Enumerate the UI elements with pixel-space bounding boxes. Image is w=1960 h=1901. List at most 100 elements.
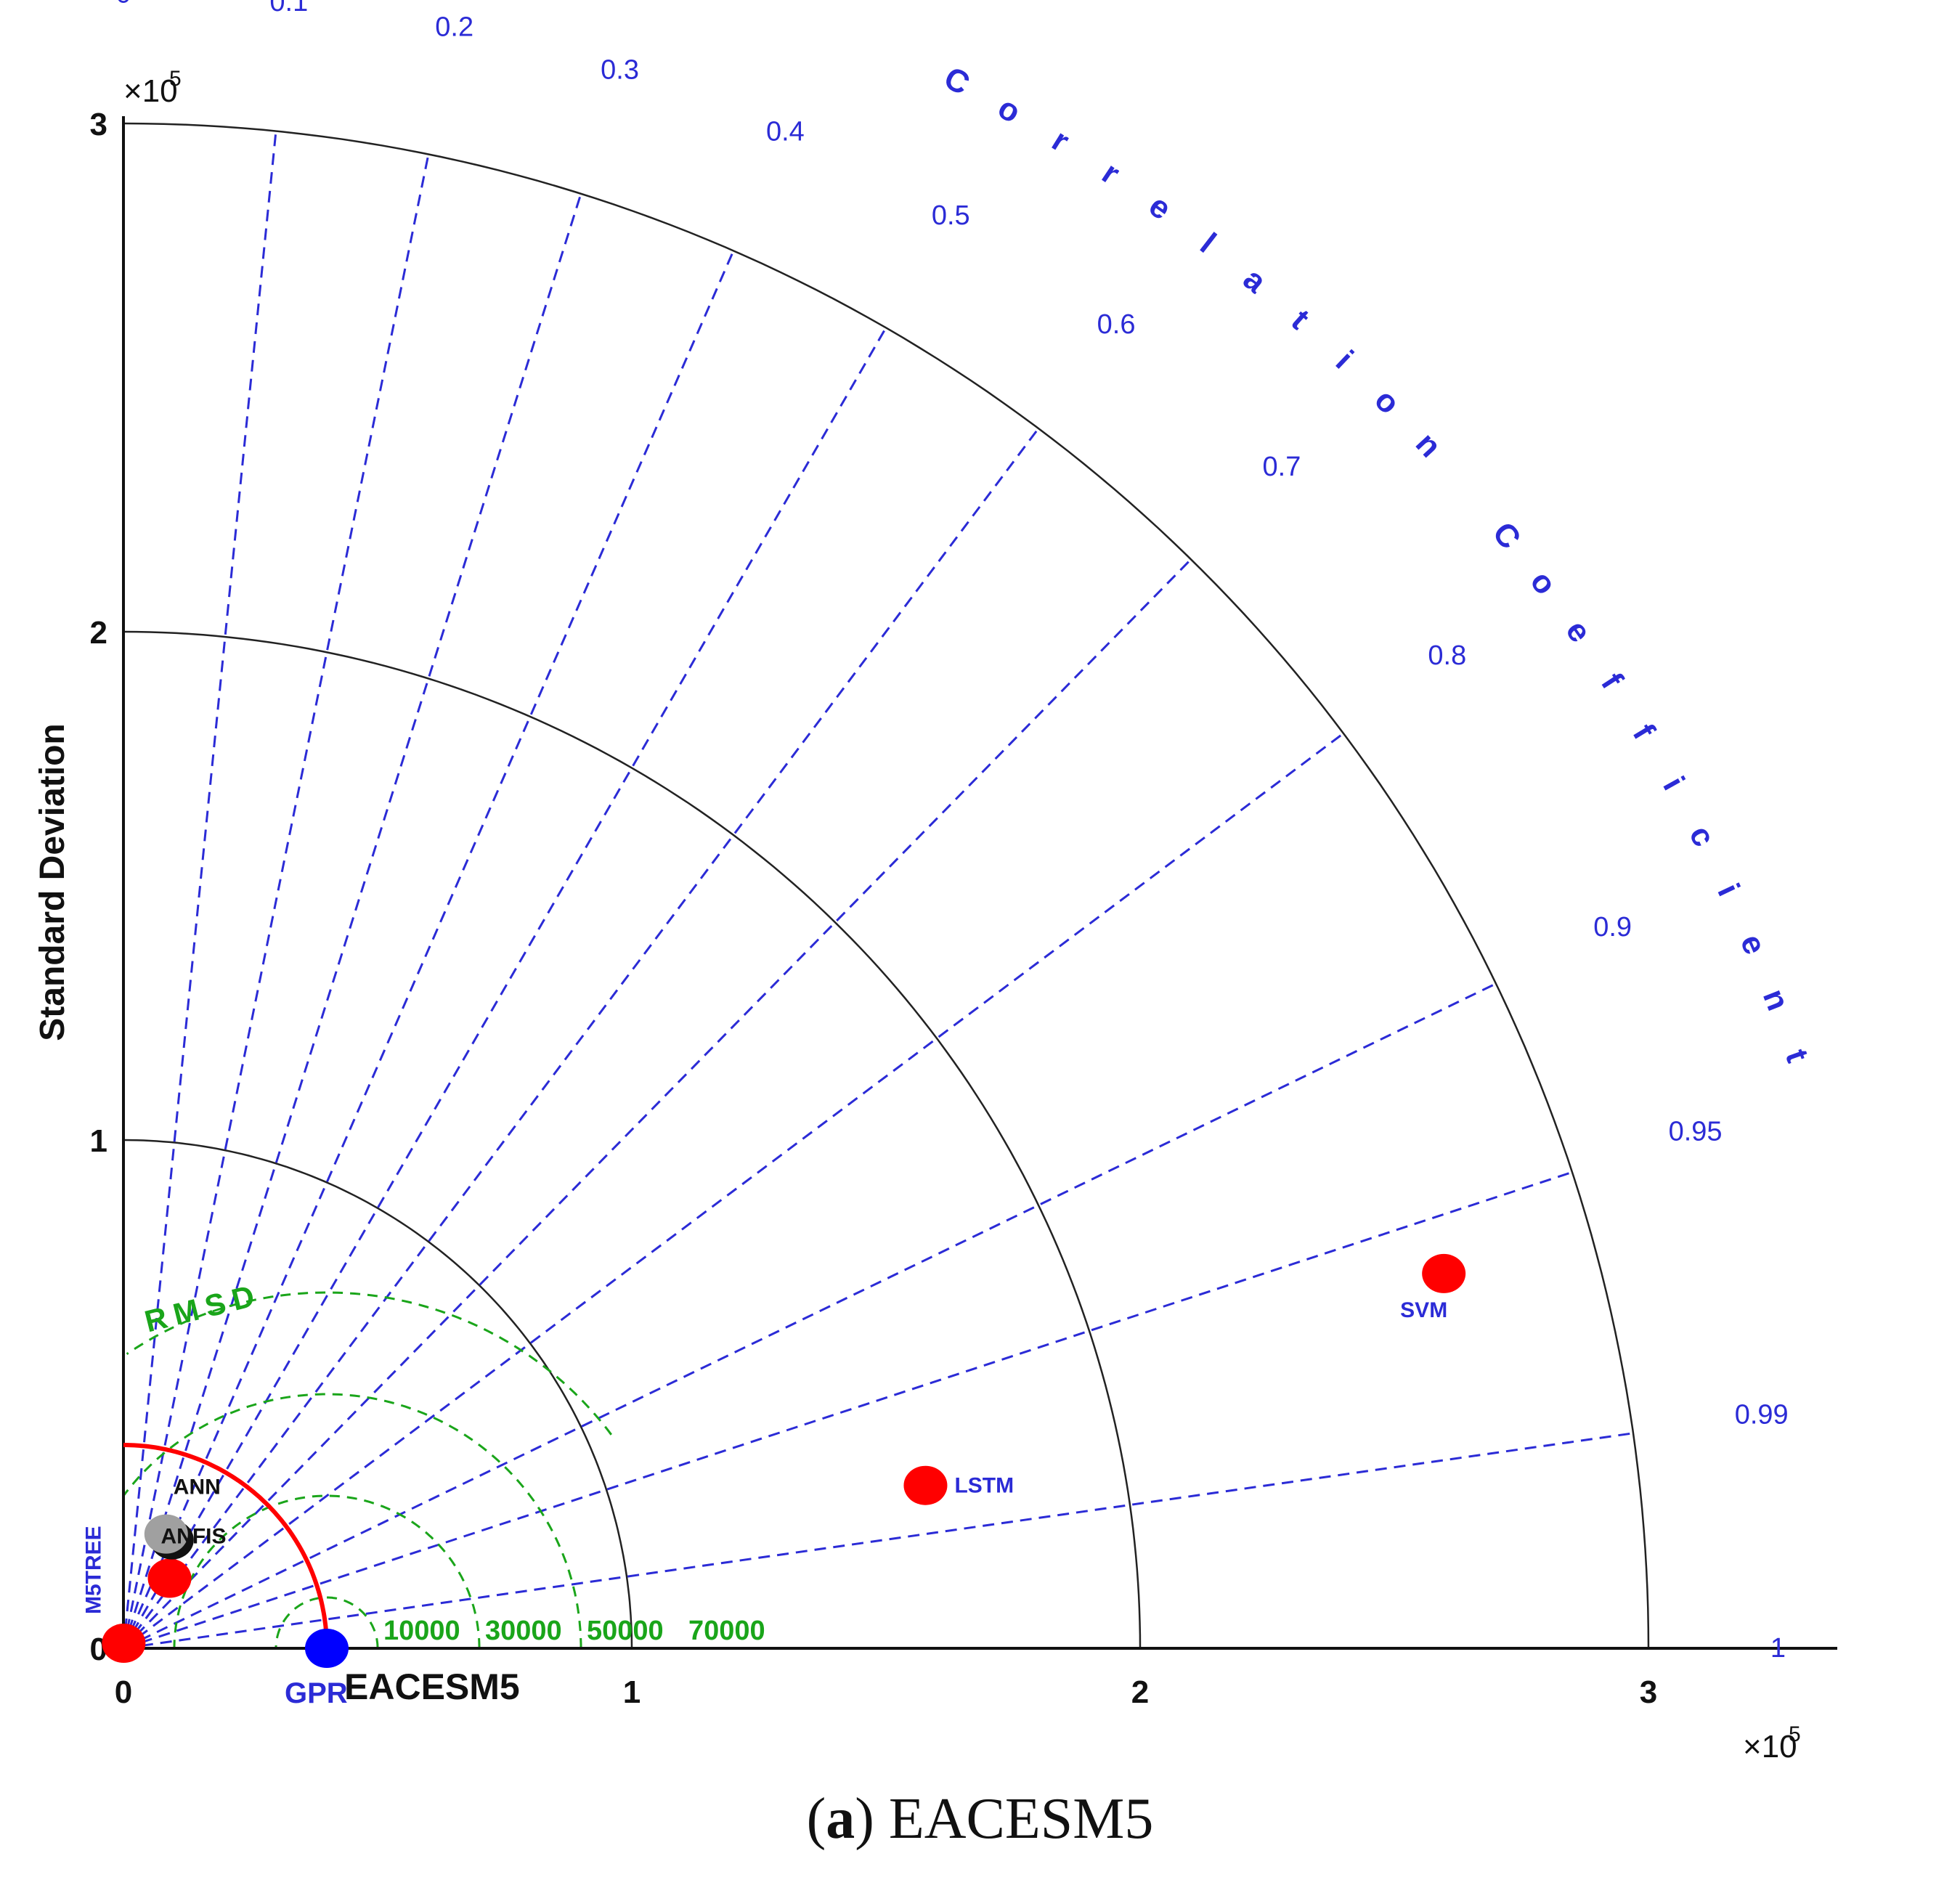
correlation-tick-label: 0.1 bbox=[269, 0, 308, 17]
model-point bbox=[305, 1629, 349, 1668]
model-label: ANN bbox=[174, 1475, 221, 1499]
model-label: LSTM bbox=[954, 1474, 1014, 1498]
correlation-title-char: o bbox=[992, 90, 1027, 131]
std-arc bbox=[123, 122, 1650, 1649]
model-points bbox=[102, 1253, 1466, 1668]
model-point bbox=[147, 1558, 192, 1598]
reference-label: EACESM5 bbox=[344, 1666, 520, 1707]
correlation-line bbox=[137, 732, 1344, 1639]
correlation-tick-label: 0.5 bbox=[932, 200, 970, 231]
x-scale-exponent: 5 bbox=[1789, 1722, 1801, 1746]
correlation-line bbox=[129, 250, 735, 1632]
correlation-line bbox=[128, 193, 582, 1632]
correlation-title-char: i bbox=[1329, 343, 1360, 375]
correlation-title-char: o bbox=[1367, 382, 1407, 421]
model-label: M5TREE bbox=[81, 1526, 105, 1614]
correlation-tick-label: 0.9 bbox=[1593, 912, 1632, 943]
caption-open: ( bbox=[806, 1787, 826, 1851]
y-scale-base: ×10 bbox=[123, 73, 178, 109]
rmsd-contour-label: 30000 bbox=[485, 1616, 562, 1646]
model-label: GPR bbox=[285, 1677, 348, 1709]
correlation-title-char: i bbox=[1656, 771, 1691, 797]
correlation-title-char: i bbox=[1710, 879, 1746, 902]
correlation-tick-label: 0.99 bbox=[1735, 1400, 1789, 1430]
taylor-diagram: 0 0 1 1 2 2 3 3 0 0.1 0.2 0.3 0.4 0.5 0.6 0.7 0.8 0.9 0.9… bbox=[33, 0, 1837, 1764]
rmsd-contour bbox=[126, 1291, 612, 1436]
correlation-title-char: C bbox=[938, 60, 975, 102]
rmsd-contour-label: 70000 bbox=[688, 1616, 765, 1646]
x-tick-label: 2 bbox=[1131, 1674, 1149, 1710]
correlation-tick-label: 0.95 bbox=[1669, 1117, 1723, 1147]
std-arcs bbox=[123, 122, 1650, 1649]
model-point bbox=[903, 1465, 948, 1505]
model-point bbox=[144, 1514, 188, 1554]
correlation-line bbox=[141, 1432, 1634, 1647]
y-scale-exponent: 5 bbox=[169, 67, 182, 91]
correlation-title-char: e bbox=[1558, 614, 1598, 648]
caption-text: EACESM5 bbox=[874, 1787, 1154, 1851]
reference-arc bbox=[123, 1443, 329, 1648]
correlation-tick-label: 0.2 bbox=[435, 12, 473, 43]
correlation-title-char: n bbox=[1756, 984, 1796, 1015]
model-label: SVM bbox=[1400, 1298, 1447, 1322]
caption-close: ) bbox=[855, 1787, 874, 1851]
model-point bbox=[1422, 1253, 1466, 1293]
x-tick-label: 0 bbox=[115, 1674, 132, 1710]
reference-std-arc bbox=[123, 1443, 329, 1648]
x-scale-base: ×10 bbox=[1743, 1729, 1797, 1764]
model-label: ANFIS bbox=[161, 1525, 227, 1549]
correlation-tick-label: 0.3 bbox=[601, 54, 639, 85]
correlation-title-char: e bbox=[1142, 187, 1177, 227]
y-tick-label: 3 bbox=[90, 107, 107, 142]
rmsd-contour-label: 10000 bbox=[383, 1616, 460, 1646]
rmsd-contours bbox=[122, 1291, 612, 1648]
correlation-title-char: t bbox=[1285, 303, 1317, 337]
correlation-line bbox=[135, 558, 1192, 1637]
y-tick-label: 1 bbox=[90, 1123, 107, 1159]
correlation-tick-label: 0.4 bbox=[766, 117, 805, 147]
correlation-title-char: f bbox=[1594, 667, 1630, 695]
rmsd-contour bbox=[122, 1393, 582, 1648]
correlation-tick-label: 1 bbox=[1770, 1633, 1786, 1664]
correlation-title-char: r bbox=[1096, 155, 1126, 191]
x-tick-label: 3 bbox=[1640, 1674, 1657, 1710]
correlation-title-char: c bbox=[1682, 820, 1722, 852]
y-axis-title: Standard Deviation bbox=[33, 723, 72, 1041]
x-scale-label: ×10 5 bbox=[1743, 1722, 1801, 1764]
correlation-title-char: C bbox=[1486, 516, 1528, 555]
correlation-line bbox=[131, 327, 887, 1633]
correlation-tick-label: 0.8 bbox=[1428, 640, 1466, 671]
correlation-title-char: l bbox=[1194, 227, 1223, 260]
correlation-title-char: o bbox=[1524, 564, 1563, 601]
model-point bbox=[102, 1624, 146, 1664]
correlation-title-char: f bbox=[1626, 718, 1662, 746]
y-scale-label: ×10 5 bbox=[123, 67, 182, 109]
y-tick-label: 2 bbox=[90, 615, 107, 651]
rmsd-contour bbox=[173, 1494, 481, 1648]
correlation-line bbox=[126, 154, 430, 1631]
rmsd-contour bbox=[275, 1596, 379, 1648]
model-labels: M5TREE ANFIS ANN GPR LSTM SVM bbox=[81, 1298, 1447, 1709]
correlation-tick-label: 0.7 bbox=[1263, 452, 1301, 482]
rmsd-contour-label: 50000 bbox=[587, 1616, 664, 1646]
correlation-line bbox=[133, 428, 1040, 1635]
correlation-line bbox=[139, 982, 1497, 1642]
correlation-title-char: e bbox=[1733, 929, 1773, 960]
caption-letter: a bbox=[826, 1787, 855, 1851]
correlation-tick-label: 0.6 bbox=[1097, 309, 1136, 340]
std-arc bbox=[123, 1139, 633, 1649]
axes bbox=[122, 116, 1837, 1650]
x-tick-label: 1 bbox=[623, 1674, 641, 1710]
correlation-title-char: t bbox=[1778, 1045, 1815, 1067]
correlation-tick-label: 0 bbox=[115, 0, 131, 9]
figure-caption: (a) EACESM5 bbox=[0, 1772, 1960, 1866]
correlation-title-char: n bbox=[1409, 426, 1448, 464]
correlation-line bbox=[140, 1171, 1573, 1644]
correlation-title-char: a bbox=[1237, 261, 1273, 301]
correlation-title-char: r bbox=[1046, 123, 1075, 160]
correlation-lines bbox=[124, 131, 1634, 1647]
